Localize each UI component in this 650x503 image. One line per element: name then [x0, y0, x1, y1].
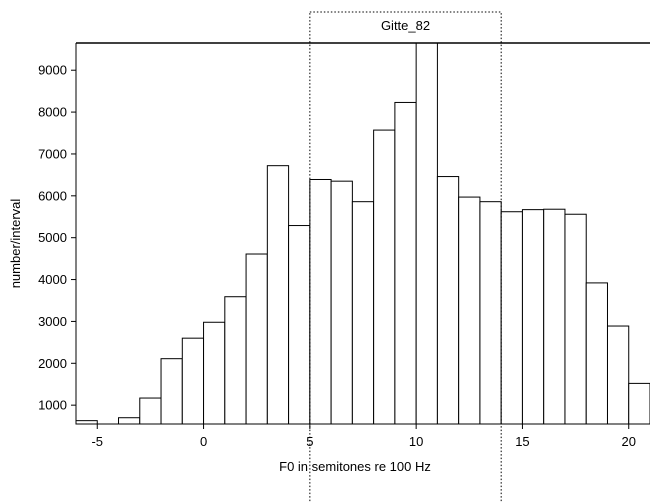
- histogram-bar: [585, 282, 608, 425]
- y-axis-label: number/interval: [8, 199, 23, 289]
- histogram-bar: [351, 201, 375, 425]
- histogram-bar: [415, 42, 438, 425]
- histogram-bar: [458, 196, 481, 425]
- y-tick-label: 5000: [38, 230, 67, 245]
- histogram-bar: [75, 420, 98, 425]
- histogram-bar: [373, 129, 396, 425]
- y-tick-label: 6000: [38, 188, 67, 203]
- histogram-bar: [394, 101, 417, 425]
- histogram-bar: [330, 180, 353, 425]
- histogram-bar: [181, 337, 205, 425]
- histogram-bar: [245, 253, 268, 425]
- histogram-bar: [266, 165, 290, 425]
- histogram-bar: [543, 208, 566, 425]
- histogram-bar: [118, 417, 141, 425]
- x-tick-label: 0: [200, 434, 207, 449]
- histogram-bar: [309, 178, 332, 425]
- histogram-bar: [139, 397, 162, 425]
- histogram-bar: [564, 213, 587, 425]
- histogram-bar: [521, 209, 545, 425]
- histogram-bar: [500, 211, 523, 425]
- highlight-range-box: [309, 11, 502, 503]
- y-tick-label: 2000: [38, 356, 67, 371]
- y-tick-label: 3000: [38, 314, 67, 329]
- histogram-bar: [606, 325, 630, 425]
- histogram-bar: [224, 296, 247, 425]
- x-tick-label: 10: [409, 434, 423, 449]
- histogram-bar: [203, 321, 226, 425]
- histogram-bar: [628, 382, 650, 425]
- histogram-bar: [288, 225, 311, 425]
- x-axis-label: F0 in semitones re 100 Hz: [279, 459, 431, 474]
- histogram-bar: [479, 201, 502, 425]
- y-tick-label: 4000: [38, 272, 67, 287]
- legend-label: Gitte_82: [381, 18, 430, 33]
- y-tick-label: 9000: [38, 63, 67, 78]
- histogram-bar: [436, 176, 460, 425]
- x-axis-ticks: -5 0 5 10 15 20: [91, 424, 636, 449]
- histogram-bar: [160, 358, 183, 425]
- x-tick-label: -5: [91, 434, 103, 449]
- y-tick-label: 8000: [38, 105, 67, 120]
- x-tick-label: 20: [622, 434, 636, 449]
- y-tick-label: 1000: [38, 398, 67, 413]
- x-tick-label: 15: [515, 434, 529, 449]
- histogram-bars: [75, 42, 650, 425]
- y-axis-ticks: 1000 2000 3000 4000 5000 6000 7000 8000 9000: [38, 63, 76, 413]
- y-tick-label: 7000: [38, 146, 67, 161]
